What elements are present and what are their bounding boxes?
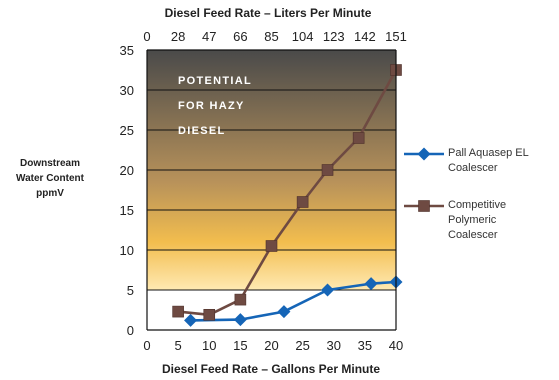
x2-tick-label-2: 47: [202, 29, 216, 44]
series-1-point-6: [352, 132, 365, 144]
series-0-point-4: [364, 277, 378, 291]
x-tick-label-6: 30: [327, 338, 341, 353]
series-layer: [172, 64, 403, 327]
y-tick-label-2: 10: [120, 243, 134, 258]
x-tick-label-8: 40: [389, 338, 403, 353]
y-tick-label-3: 15: [120, 203, 134, 218]
series-0-point-1: [233, 313, 247, 327]
x2-tick-label-8: 151: [385, 29, 407, 44]
series-1-point-4: [296, 196, 309, 208]
axes: [146, 49, 397, 331]
y-tick-label-5: 25: [120, 123, 134, 138]
hazy-diesel-annotation: POTENTIAL FOR HAZY DIESEL: [178, 75, 252, 137]
legend-label-0-line-0: Pall Aquasep EL: [448, 147, 529, 159]
x-tick-label-0: 0: [143, 338, 150, 353]
annotation-line-0: POTENTIAL: [178, 75, 252, 87]
x-tick-label-7: 35: [358, 338, 372, 353]
x-tick-label-3: 15: [233, 338, 247, 353]
series-0-point-2: [277, 305, 291, 319]
y-tick-label-1: 5: [127, 283, 134, 298]
series-0: [184, 275, 403, 327]
y-axis-label: Downstream Water Content ppmV: [4, 156, 96, 201]
y-tick-label-0: 0: [127, 323, 134, 338]
series-0-point-0: [184, 313, 198, 327]
y-axis-label-line-1: Water Content: [16, 173, 84, 184]
x2-tick-label-1: 28: [171, 29, 185, 44]
x2-tick-label-5: 104: [292, 29, 314, 44]
y-tick-label-4: 20: [120, 163, 134, 178]
x-tick-label-1: 5: [175, 338, 182, 353]
series-1-point-0: [172, 305, 184, 318]
y-tick-label-7: 35: [120, 43, 134, 58]
x2-tick-label-3: 66: [233, 29, 247, 44]
series-1: [172, 64, 402, 321]
x2-tick-label-6: 123: [323, 29, 345, 44]
x-tick-label-4: 20: [264, 338, 278, 353]
legend-swatch-1: [404, 200, 444, 212]
x2-tick-labels: 0 28 47 66 85 104 123 142 151: [143, 29, 406, 44]
y-axis-label-line-2: ppmV: [36, 188, 64, 199]
series-1-point-5: [321, 164, 334, 176]
y-axis-label-line-0: Downstream: [19, 158, 80, 169]
annotation-line-1: FOR HAZY: [178, 100, 245, 112]
legend-label-1-line-0: Competitive: [448, 199, 507, 211]
x2-tick-label-0: 0: [143, 29, 150, 44]
y-tick-labels: 0 5 10 15 20 25 30 35: [120, 43, 134, 338]
x2-axis-label: Diesel Feed Rate – Liters Per Minute: [165, 6, 372, 20]
legend-swatch-marker-1: [418, 200, 430, 212]
annotation-line-2: DIESEL: [178, 125, 226, 137]
legend-label-0-line-1: Coalescer: [448, 162, 498, 174]
x2-tick-label-7: 142: [354, 29, 376, 44]
x-tick-labels: 0 5 10 15 20 25 30 35 40: [143, 338, 403, 353]
x-tick-label-2: 10: [202, 338, 216, 353]
legend-swatch-marker-0: [417, 147, 431, 161]
x-tick-label-5: 25: [295, 338, 309, 353]
series-1-point-1: [203, 308, 216, 321]
x-axis-label: Diesel Feed Rate – Gallons Per Minute: [162, 362, 380, 376]
legend-label-1: Competitive Polymeric Coalescer: [448, 198, 506, 243]
series-1-point-3: [265, 240, 278, 252]
legend-label-0: Pall Aquasep EL Coalescer: [448, 146, 529, 176]
y-tick-label-6: 30: [120, 83, 134, 98]
series-1-point-2: [234, 293, 247, 306]
series-0-point-3: [321, 283, 335, 297]
legend-label-1-line-2: Coalescer: [448, 229, 498, 241]
legend-swatch-0: [404, 147, 444, 161]
x2-tick-label-4: 85: [264, 29, 278, 44]
legend-label-1-line-1: Polymeric: [448, 214, 497, 226]
